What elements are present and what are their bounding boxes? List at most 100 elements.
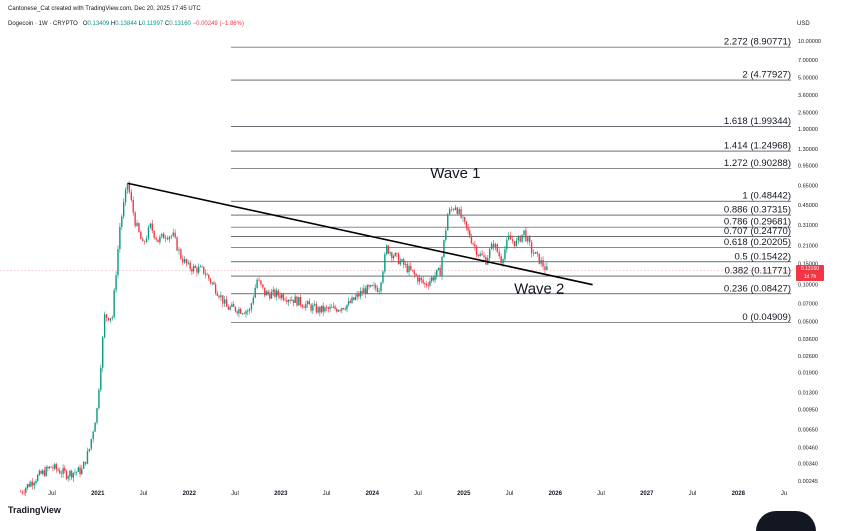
candle-body [368, 285, 370, 287]
candle-body [430, 277, 433, 282]
candle-body [394, 253, 396, 257]
candle-body [382, 271, 384, 283]
candle-body [289, 300, 291, 301]
candle-body [43, 470, 46, 476]
candle-body [163, 233, 165, 239]
candle-body [194, 265, 196, 268]
candle-body [81, 468, 83, 475]
fib-level-label: 0 (0.04909) [742, 312, 791, 323]
price-change: −0.00249 (−1.86%) [192, 21, 244, 27]
candle-body [256, 279, 258, 288]
candle-body [450, 209, 453, 210]
x-tick-label: Jul [689, 491, 697, 497]
candle-body [92, 431, 94, 440]
candle-body [252, 297, 255, 304]
candle-body [28, 484, 30, 487]
candle-body [180, 249, 182, 259]
x-tick-label: Jul [597, 491, 605, 497]
candle-body [387, 245, 390, 254]
candle-body [369, 285, 372, 287]
y-tick-label: 0.00460 [798, 446, 818, 452]
candle-body [74, 472, 76, 473]
candle-body [376, 288, 379, 292]
candle-body [153, 230, 155, 238]
candle-body [320, 305, 323, 313]
candle-body [30, 481, 32, 487]
candle-body [359, 291, 362, 297]
candle-body [371, 285, 374, 286]
candle-body [241, 313, 244, 314]
candle-body [124, 189, 127, 203]
x-tick-label: Jul [323, 491, 331, 497]
candle-body [504, 249, 506, 260]
x-tick-label: Jul [48, 491, 56, 497]
fib-level-label: 0.886 (0.37315) [724, 205, 791, 216]
candle-body [515, 240, 518, 247]
candle-body [353, 297, 355, 300]
candle-body [33, 483, 36, 486]
candle-body [356, 293, 358, 297]
candle-body [105, 314, 108, 318]
candle-body [31, 481, 34, 486]
candle-body [187, 262, 190, 264]
candle-body [192, 265, 195, 272]
y-tick-label: 0.05000 [798, 319, 818, 325]
candle-body [490, 243, 493, 250]
candle-body [363, 288, 365, 293]
candle-body [264, 287, 266, 296]
y-tick-label: 0.00245 [798, 479, 818, 485]
candle-body [408, 265, 410, 273]
candle-body [189, 262, 191, 269]
candle-body [436, 269, 438, 276]
currency-label[interactable]: USD [797, 21, 810, 27]
candle-body [52, 467, 54, 469]
candle-body [269, 293, 271, 299]
candle-body [483, 255, 485, 258]
candle-body [396, 253, 398, 254]
candle-body [245, 311, 247, 314]
candle-body [134, 212, 136, 226]
candle-body [107, 317, 110, 321]
candle-body [392, 256, 395, 259]
candle-body [445, 230, 447, 241]
candle-body [508, 235, 510, 240]
candle-body [296, 296, 298, 306]
symbol-ohlc-line: Dogecoin · 1W · CRYPTO O0.13409 H0.13844… [8, 21, 244, 27]
candle-body [191, 268, 193, 272]
candle-body [425, 284, 428, 286]
candle-body [529, 237, 531, 243]
fib-level-label: 1.272 (0.90288) [724, 158, 791, 169]
candle-body [225, 299, 228, 307]
candle-body [327, 307, 329, 309]
candle-body [42, 470, 44, 474]
candle-body [214, 284, 217, 294]
candle-body [346, 304, 348, 310]
candle-body [299, 296, 302, 305]
candlestick-chart[interactable]: 10.00000 7.00000 5.00000 3.60000 2.60000 1.90… [0, 0, 846, 515]
tradingview-logo[interactable]: TradingView [8, 505, 61, 515]
candle-body [157, 239, 159, 243]
candle-body [308, 301, 311, 305]
candle-body [324, 307, 326, 312]
candle-body [182, 258, 184, 263]
y-tick-label: 0.10000 [798, 283, 818, 289]
candle-body [474, 244, 476, 247]
candle-body [57, 469, 59, 471]
y-tick-label: 0.03600 [798, 337, 818, 343]
candle-body [481, 253, 483, 256]
descending-trendline[interactable] [127, 182, 593, 286]
candle-body [443, 240, 445, 257]
fib-level-label: 1 (0.48442) [742, 191, 791, 202]
candle-body [437, 268, 440, 270]
candle-body [59, 470, 61, 474]
candle-body [209, 278, 212, 283]
candle-body [40, 470, 42, 474]
candle-body [532, 253, 535, 254]
symbol-name: Dogecoin · 1W · CRYPTO [8, 21, 78, 27]
candle-body [35, 480, 37, 484]
corner-button-shape[interactable] [756, 511, 816, 531]
candle-body [142, 239, 144, 242]
candle-body [351, 297, 353, 303]
candle-body [25, 487, 27, 493]
candle-body [479, 253, 481, 257]
